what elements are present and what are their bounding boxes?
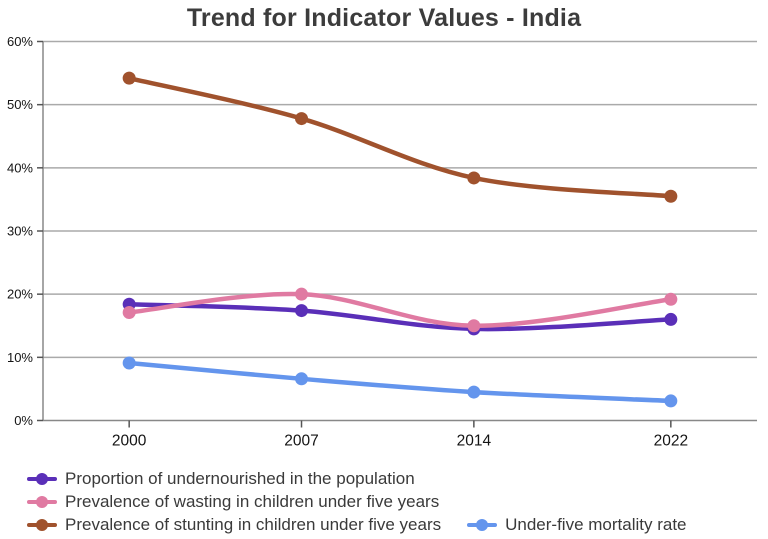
- series-line-undernourished: [126, 302, 674, 332]
- legend-item-undernourished: Proportion of undernourished in the popu…: [27, 467, 415, 490]
- data-point-wasting: [122, 305, 136, 319]
- data-point-stunting: [122, 71, 136, 85]
- data-point-u5mr: [122, 356, 136, 370]
- legend-line-dot-icon: [27, 495, 57, 508]
- data-point-wasting: [664, 292, 678, 306]
- legend-label: Proportion of undernourished in the popu…: [65, 469, 415, 488]
- data-point-stunting: [467, 171, 481, 185]
- legend-line-dot-icon: [467, 518, 498, 531]
- data-point-wasting: [467, 319, 481, 333]
- y-tick-label: 60%: [7, 36, 33, 49]
- series-line-u5mr: [126, 360, 674, 404]
- y-tick-label: 40%: [7, 160, 33, 175]
- data-point-u5mr: [467, 385, 481, 399]
- data-point-u5mr: [664, 394, 678, 408]
- legend-line-dot-icon: [27, 472, 57, 485]
- x-tick-label: 2022: [654, 433, 688, 450]
- trend-line-chart: 0% 10% 20% 30% 40% 50% 60% 2000 2007 2014 2022: [7, 36, 757, 450]
- data-point-stunting: [295, 112, 309, 126]
- chart-legend: Proportion of undernourished in the popu…: [27, 467, 757, 536]
- data-point-u5mr: [295, 372, 309, 386]
- legend-label: Under-five mortality rate: [505, 515, 687, 534]
- x-tick-label: 2014: [457, 433, 492, 450]
- data-point-stunting: [664, 189, 678, 203]
- y-tick-label: 0%: [14, 413, 33, 428]
- series-line-wasting: [126, 291, 674, 329]
- legend-label: Prevalence of wasting in children under …: [65, 492, 440, 511]
- legend-item-u5mr: Under-five mortality rate: [467, 513, 687, 536]
- x-tick-label: 2007: [284, 433, 318, 450]
- data-point-wasting: [295, 287, 309, 301]
- data-point-undernourished: [295, 304, 309, 318]
- y-tick-label: 50%: [7, 97, 33, 112]
- legend-item-wasting: Prevalence of wasting in children under …: [27, 490, 439, 513]
- legend-item-stunting: Prevalence of stunting in children under…: [27, 513, 441, 536]
- legend-line-dot-icon: [27, 518, 57, 531]
- data-point-undernourished: [664, 312, 678, 326]
- y-tick-label: 10%: [7, 350, 33, 365]
- chart-title: Trend for Indicator Values - India: [186, 3, 582, 32]
- y-tick-label: 20%: [7, 287, 33, 302]
- y-tick-label: 30%: [7, 224, 33, 239]
- x-tick-label: 2000: [112, 433, 147, 450]
- series-line-stunting: [126, 75, 674, 199]
- legend-label: Prevalence of stunting in children under…: [65, 515, 442, 534]
